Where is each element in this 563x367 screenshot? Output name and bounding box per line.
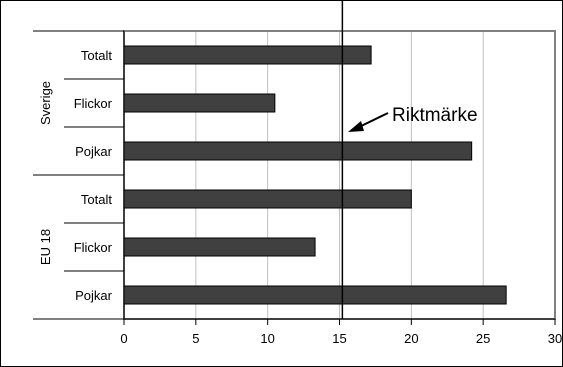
reference-line-group — [341, 0, 389, 319]
group-label: Sverige — [38, 81, 53, 125]
bars — [123, 45, 507, 305]
bar — [123, 285, 507, 305]
category-label: Pojkar — [75, 144, 113, 159]
bar — [123, 93, 276, 113]
bar — [123, 189, 412, 209]
labels: Totalt Flickor Pojkar Totalt Flickor Pojkar Ri… — [38, 48, 562, 346]
bar — [123, 237, 316, 257]
x-tick-label: 25 — [476, 331, 490, 346]
x-tick-label: 10 — [260, 331, 274, 346]
axes — [33, 30, 556, 325]
category-label: Flickor — [74, 240, 113, 255]
category-label: Pojkar — [75, 288, 113, 303]
bar — [123, 141, 473, 161]
x-tick-label: 30 — [548, 331, 562, 346]
x-tick-label: 5 — [192, 331, 199, 346]
category-label: Totalt — [81, 48, 112, 63]
bar — [123, 45, 372, 65]
x-tick-label: 20 — [404, 331, 418, 346]
annotation-arrow-head — [348, 121, 364, 132]
category-label: Flickor — [74, 96, 113, 111]
x-tick-label: 0 — [120, 331, 127, 346]
x-tick-label: 15 — [332, 331, 346, 346]
reference-line-label: Riktmärke — [392, 105, 478, 126]
group-label: EU 18 — [38, 229, 53, 265]
category-label: Totalt — [81, 192, 112, 207]
